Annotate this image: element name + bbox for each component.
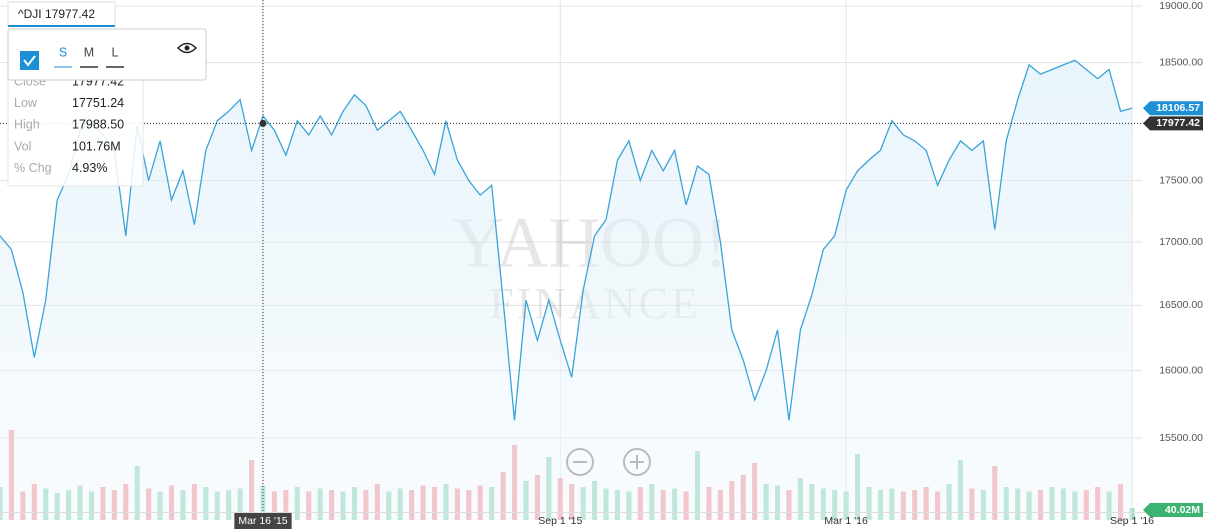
- eye-icon[interactable]: [176, 42, 198, 54]
- volume-tag: 40.02M: [1143, 503, 1203, 517]
- tooltip-label: High: [14, 118, 40, 132]
- x-tick-highlight: [234, 513, 292, 529]
- y-tick-label: 18500.00: [1159, 56, 1203, 68]
- crosshair-dot: [259, 119, 267, 127]
- y-tick-label: 17000.00: [1159, 236, 1203, 248]
- crosshair-tag-bg: [1143, 116, 1203, 131]
- checkbox[interactable]: [20, 51, 39, 70]
- x-tick-label: Mar 16 '15: [238, 515, 287, 527]
- y-tick-label: 19000.00: [1159, 0, 1203, 12]
- tooltip-label: Low: [14, 96, 38, 110]
- tooltip-value: 17751.24: [72, 96, 124, 110]
- x-tick-label: Sep 1 '16: [1110, 515, 1154, 527]
- y-tick-label: 16500.00: [1159, 299, 1203, 311]
- tooltip-label: % Chg: [14, 161, 52, 175]
- header-text: ^DJI 17977.42: [18, 7, 95, 21]
- y-tick-label: 17500.00: [1159, 174, 1203, 186]
- crosshair-tag: 17977.42: [1143, 116, 1203, 131]
- zoom-in[interactable]: [623, 448, 651, 476]
- x-tick: Sep 1 '15: [538, 515, 582, 527]
- tooltip-value: 17988.50: [72, 118, 124, 132]
- crosshair-tag-label: 17977.42: [1156, 117, 1200, 129]
- interval-label: S: [59, 45, 67, 59]
- price-line: [0, 59, 1133, 421]
- zoom-out[interactable]: [566, 448, 594, 476]
- interval-label: L: [112, 45, 119, 59]
- x-tick: Sep 1 '16: [1110, 515, 1154, 527]
- volume-tag-label: 40.02M: [1165, 504, 1200, 516]
- volume-tag-bg: [1143, 503, 1203, 517]
- tooltip-label: Vol: [14, 139, 31, 153]
- last-price-tag-bg: [1143, 101, 1203, 116]
- header-box: [7, 1, 116, 27]
- x-tick-label: Mar 1 '16: [824, 515, 868, 527]
- y-tick-label: 15500.00: [1159, 432, 1203, 444]
- tooltip-value: 4.93%: [72, 161, 107, 175]
- tooltip-value: 101.76M: [72, 139, 121, 153]
- plot: [0, 0, 1145, 521]
- y-tick-label: 16000.00: [1159, 364, 1203, 376]
- last-price-tag-label: 18106.57: [1156, 102, 1200, 114]
- interval-button[interactable]: S: [54, 45, 72, 68]
- tooltip-box: [7, 67, 144, 187]
- price-area: [0, 60, 1132, 521]
- last-price-tag: 18106.57: [1143, 101, 1203, 116]
- interval-button[interactable]: M: [80, 45, 98, 68]
- interval-button[interactable]: L: [106, 45, 124, 68]
- x-tick: Mar 1 '16: [824, 515, 868, 527]
- interval-label: M: [84, 45, 94, 59]
- x-tick: Mar 16 '15: [234, 513, 292, 529]
- x-tick-label: Sep 1 '15: [538, 515, 582, 527]
